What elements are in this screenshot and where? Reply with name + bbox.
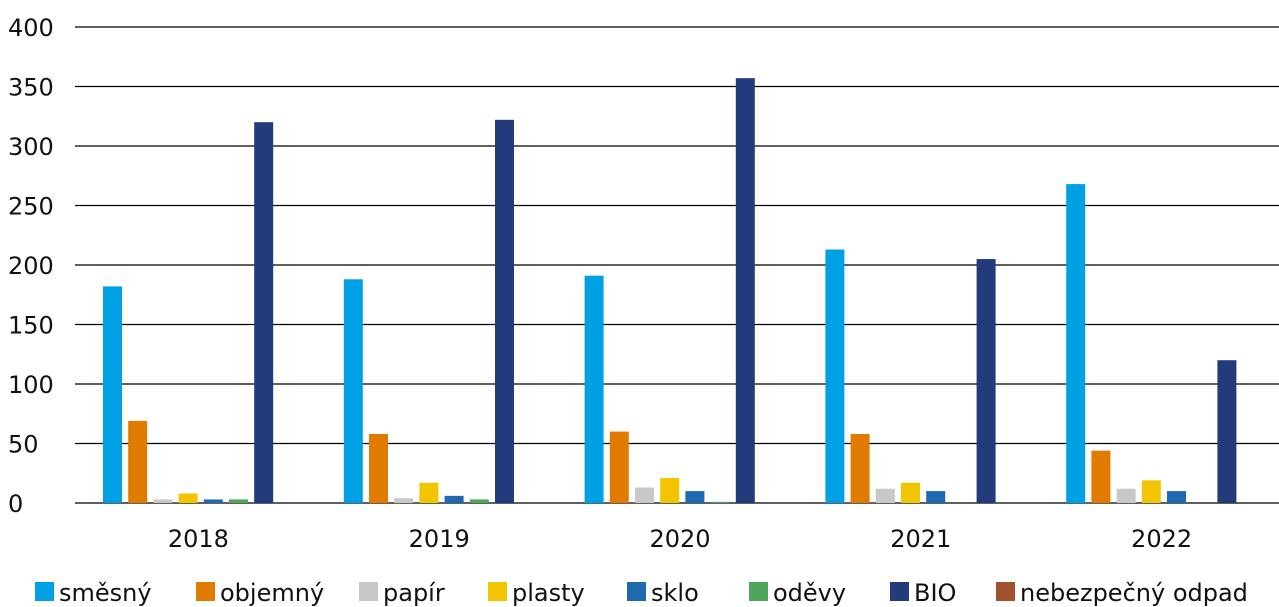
- bar-směsný-2019: [343, 279, 363, 503]
- x-tick-label: 2019: [409, 525, 470, 553]
- bar-objemný-2022: [1091, 450, 1111, 503]
- legend-swatch: [35, 582, 54, 601]
- legend-label: sklo: [651, 579, 699, 607]
- legend-label: plasty: [512, 579, 585, 607]
- bar-směsný-2020: [584, 275, 604, 503]
- bar-objemný-2019: [369, 433, 388, 503]
- bar-BIO-2022: [1217, 360, 1237, 503]
- bar-sklo-2020: [685, 491, 705, 503]
- y-tick-label: 150: [8, 312, 54, 340]
- legend-label: BIO: [914, 579, 956, 607]
- y-tick-label: 0: [8, 490, 23, 518]
- gridlines: [75, 26, 1279, 504]
- bar-oděvy-2019: [469, 499, 489, 503]
- bar-plasty-2022: [1141, 480, 1161, 503]
- bar-BIO-2019: [495, 119, 514, 503]
- x-tick-label: 2022: [1131, 525, 1192, 553]
- bar-BIO-2020: [735, 78, 755, 504]
- bar-sklo-2022: [1167, 491, 1186, 503]
- bar-objemný-2021: [850, 433, 870, 503]
- legend-label: nebezpečný odpad: [1020, 579, 1248, 607]
- y-tick-label: 250: [8, 193, 54, 221]
- y-tick-label: 400: [8, 14, 54, 42]
- bar-papír-2019: [394, 498, 414, 503]
- legend-swatch: [749, 582, 768, 601]
- bar-plasty-2018: [178, 493, 198, 503]
- y-tick-label: 350: [8, 74, 54, 102]
- bar-směsný-2022: [1066, 184, 1086, 503]
- bar-plasty-2021: [901, 482, 920, 503]
- x-axis-tick-labels: 2018 2019 2020 2021 2022: [168, 525, 1192, 553]
- legend-label: objemný: [220, 579, 324, 607]
- y-tick-label: 200: [8, 252, 54, 280]
- bar-papír-2018: [153, 499, 173, 503]
- legend-swatch: [196, 582, 215, 601]
- bar-BIO-2018: [254, 122, 274, 503]
- x-tick-label: 2021: [890, 525, 951, 553]
- y-axis-tick-labels: 0 50 100 150 200 250 300 350 400: [8, 14, 54, 518]
- y-tick-label: 50: [8, 431, 39, 459]
- legend-swatch: [488, 582, 507, 601]
- bar-oděvy-2020: [710, 501, 730, 503]
- legend-swatch: [627, 582, 646, 601]
- y-tick-label: 100: [8, 371, 54, 399]
- bar-BIO-2021: [976, 259, 996, 503]
- bar-objemný-2018: [128, 420, 148, 503]
- y-tick-label: 300: [8, 133, 54, 161]
- bar-plasty-2020: [660, 478, 680, 503]
- legend-swatch: [890, 582, 909, 601]
- bar-směsný-2018: [103, 286, 122, 503]
- legend-label: papír: [383, 579, 445, 607]
- x-tick-label: 2018: [168, 525, 229, 553]
- bar-směsný-2021: [825, 249, 845, 503]
- bar-sklo-2021: [926, 491, 946, 503]
- legend: směsný objemný papír plasty sklo oděvy BIO nebe…: [35, 579, 1248, 607]
- bar-plasty-2019: [419, 482, 439, 503]
- legend-swatch: [996, 582, 1015, 601]
- bar-oděvy-2018: [229, 499, 248, 503]
- bar-sklo-2018: [203, 499, 223, 503]
- legend-label: oděvy: [773, 579, 846, 607]
- bars: [103, 78, 1237, 504]
- legend-swatch: [359, 582, 378, 601]
- bar-objemný-2020: [609, 431, 629, 503]
- bar-papír-2020: [635, 487, 654, 503]
- bar-papír-2022: [1116, 488, 1136, 503]
- bar-papír-2021: [875, 488, 895, 503]
- legend-label: směsný: [59, 579, 152, 607]
- bar-sklo-2019: [444, 495, 464, 503]
- x-tick-label: 2020: [649, 525, 710, 553]
